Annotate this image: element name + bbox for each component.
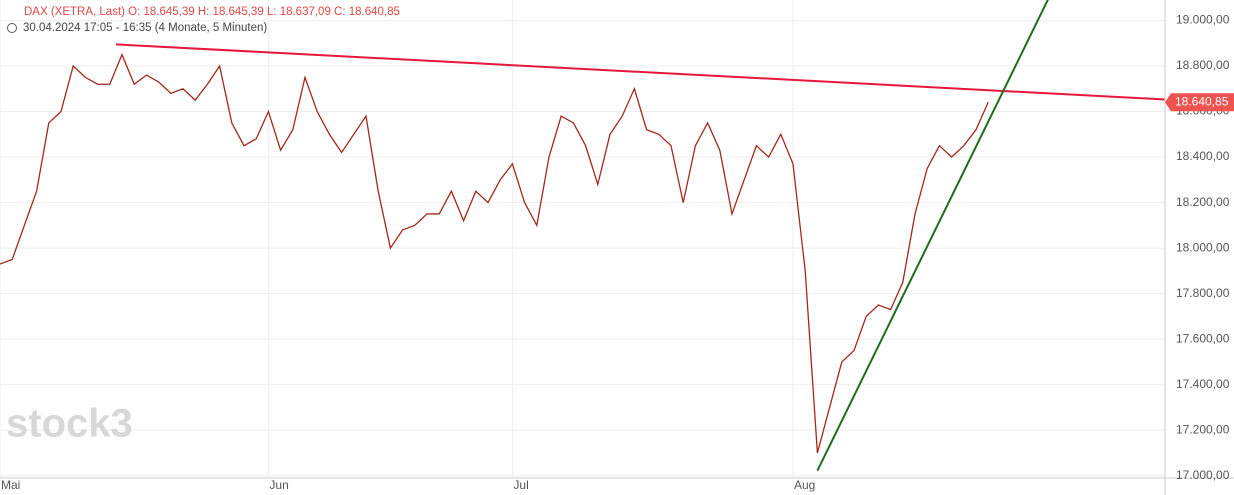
labels: 17.000,00 17.200,00 17.400,00 17.600,00 17.8…	[1, 13, 1234, 492]
y-tick-label: 19.000,00	[1176, 13, 1230, 27]
x-tick-label: Mai	[1, 478, 20, 492]
clock-icon	[7, 23, 17, 33]
y-tick-label: 17.000,00	[1176, 468, 1230, 482]
y-tick-label: 18.000,00	[1176, 240, 1230, 254]
y-tick-label: 18.400,00	[1176, 149, 1230, 163]
plot	[0, 0, 1165, 472]
x-tick-label: Jul	[513, 478, 528, 492]
trend-line	[816, 0, 1049, 472]
y-tick-label: 17.400,00	[1176, 377, 1230, 391]
last-price-tag	[1165, 93, 1234, 112]
y-tick-label: 17.200,00	[1176, 422, 1230, 436]
grid	[0, 0, 1165, 478]
chart-subtitle: 30.04.2024 17:05 - 16:35 (4 Monate, 5 Mi…	[23, 22, 267, 34]
chart-title: DAX (XETRA, Last) O: 18.645,39 H: 18.645…	[24, 6, 400, 18]
y-tick-label: 18.200,00	[1176, 195, 1230, 209]
y-tick-label: 17.600,00	[1176, 331, 1230, 345]
y-tick-label: 18.800,00	[1176, 58, 1230, 72]
trend-line	[115, 43, 1165, 101]
x-tick-label: Aug	[794, 478, 815, 492]
last-price-label: 18.640,85	[1175, 94, 1229, 108]
watermark: stock3	[6, 402, 133, 446]
y-tick-label: 17.800,00	[1176, 286, 1230, 300]
price-line	[0, 52, 989, 454]
x-tick-label: Jun	[269, 478, 288, 492]
